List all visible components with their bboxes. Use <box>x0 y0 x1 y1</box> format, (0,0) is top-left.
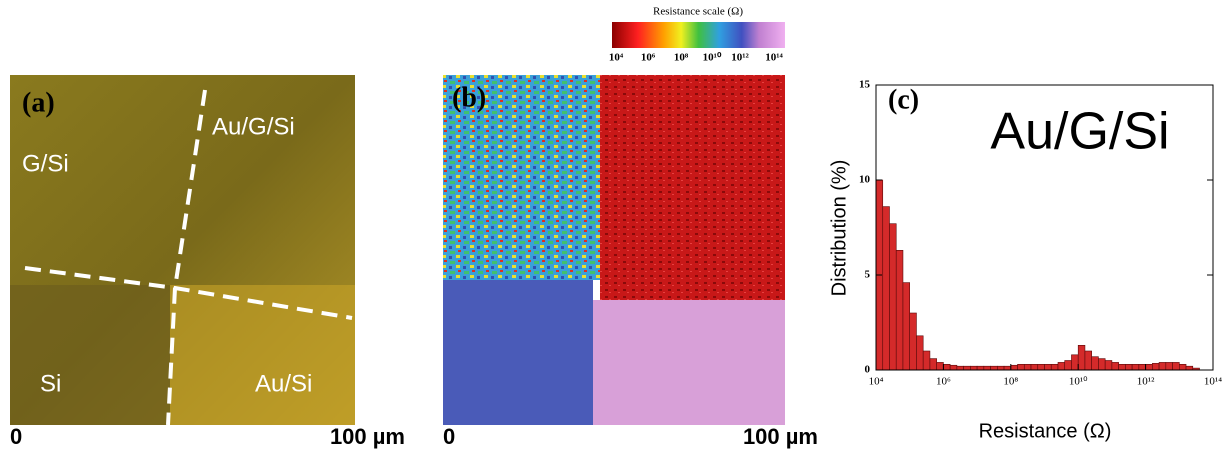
x-tick-label: 10⁸ <box>1003 376 1018 388</box>
bar <box>1003 365 1012 371</box>
bar <box>1125 363 1133 371</box>
bar <box>889 223 897 371</box>
region-label: G/Si <box>22 150 69 177</box>
bar <box>1118 363 1126 371</box>
bar <box>1131 363 1140 371</box>
bar <box>990 365 998 371</box>
colorbar-tick: 10⁶ <box>641 52 656 64</box>
bar <box>936 362 944 371</box>
panel-c: (c) Au/G/Si Resistance (Ω) Distribution … <box>828 79 1222 443</box>
x-tick-label: 10¹⁰ <box>1069 376 1088 388</box>
x-axis-label: Resistance (Ω) <box>979 420 1112 442</box>
bar <box>909 312 917 371</box>
panel-label: (b) <box>452 82 486 113</box>
bar <box>963 365 971 371</box>
bar <box>1091 356 1099 371</box>
bar <box>882 206 890 371</box>
bar <box>1017 363 1025 371</box>
region-label: Au/Si <box>255 370 312 397</box>
bar <box>1077 344 1086 371</box>
bar <box>943 363 951 371</box>
colorbar-tick: 10⁸ <box>674 52 689 64</box>
y-axis-label: Distribution (%) <box>828 160 850 297</box>
colorbar-tick: 10¹⁰ <box>703 52 722 64</box>
bar <box>1098 358 1106 371</box>
bar <box>902 282 911 371</box>
bar <box>1057 362 1066 371</box>
bar <box>1145 363 1153 371</box>
bar <box>1172 362 1180 371</box>
y-tick-label: 10 <box>859 174 871 186</box>
image-region <box>443 280 593 425</box>
bar <box>1152 363 1160 371</box>
scale-end: 100 µm <box>743 424 818 449</box>
bar <box>916 335 924 371</box>
y-tick-label: 15 <box>859 79 871 91</box>
boundaries <box>24 89 353 426</box>
region-label: Au/G/Si <box>212 113 295 140</box>
image-region <box>10 285 170 425</box>
bar <box>970 365 978 371</box>
bar <box>1138 363 1146 371</box>
bar <box>1023 363 1032 371</box>
annotation: Au/G/Si <box>990 103 1169 161</box>
bar <box>1050 363 1059 371</box>
bar <box>1030 363 1039 371</box>
panel-label: (c) <box>888 84 919 115</box>
bar <box>976 365 985 371</box>
bar <box>1179 363 1187 371</box>
colorbar <box>612 22 785 48</box>
bar <box>929 358 937 371</box>
bar <box>1010 364 1018 371</box>
region-label: Si <box>40 370 61 397</box>
scale-start: 0 <box>443 424 455 449</box>
y-tick-label: 5 <box>865 269 871 281</box>
plot-frame <box>875 84 1214 371</box>
bar <box>895 250 904 371</box>
y-tick-label: 0 <box>865 364 871 376</box>
x-tick-label: 10⁶ <box>936 376 951 388</box>
colorbar-tick: 10¹² <box>731 52 749 64</box>
image-region <box>600 75 785 315</box>
colorbar-ticks: 10⁴ 10⁶ 10⁸ 10¹⁰ 10¹² 10¹⁴ <box>609 52 784 64</box>
bar <box>1111 362 1119 371</box>
bar <box>956 365 964 371</box>
bar <box>1044 363 1052 371</box>
bar <box>922 350 931 371</box>
bar <box>983 365 991 371</box>
bar <box>1165 362 1173 371</box>
x-tick-label: 10⁴ <box>869 376 884 388</box>
colorbar-title: Resistance scale (Ω) <box>653 6 743 18</box>
colorbar-tick: 10¹⁴ <box>765 52 783 64</box>
panel-label: (a) <box>22 87 55 118</box>
bar <box>1037 363 1045 371</box>
panel-a: (a) G/Si Au/G/Si Si Au/Si 0 100 µm <box>10 75 405 449</box>
colorbar-tick: 10⁴ <box>609 52 624 64</box>
image-region <box>170 285 355 425</box>
scale-end: 100 µm <box>330 424 405 449</box>
bar <box>1064 360 1072 371</box>
x-tick-label: 10¹⁴ <box>1204 376 1222 388</box>
panel-b: (b) 0 100 µm Resistance scale (Ω) 10⁴ 10… <box>443 6 818 449</box>
bar <box>949 364 958 371</box>
scale-start: 0 <box>10 424 22 449</box>
bar <box>1071 354 1079 371</box>
x-tick-label: 10¹² <box>1137 376 1155 388</box>
bar <box>1185 365 1194 371</box>
image-region <box>593 300 785 425</box>
bar <box>1104 360 1113 371</box>
bar <box>1158 362 1167 371</box>
image-region <box>443 75 613 280</box>
bar <box>1084 350 1092 371</box>
bar <box>997 365 1005 371</box>
